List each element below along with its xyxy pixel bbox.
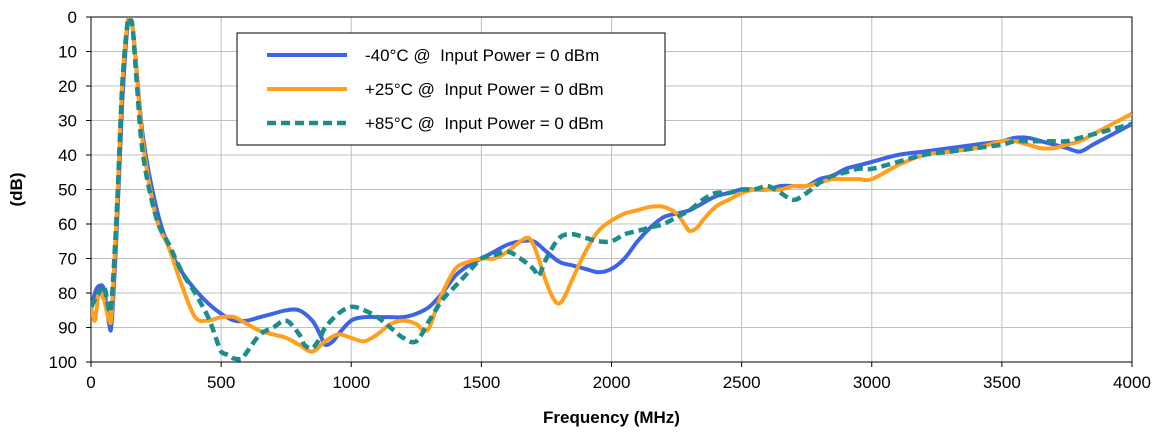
x-tick-label: 3000	[853, 373, 891, 392]
y-tick-label: 70	[58, 250, 77, 269]
y-tick-label: 10	[58, 43, 77, 62]
y-tick-label: 50	[58, 181, 77, 200]
x-tick-label: 1000	[332, 373, 370, 392]
y-tick-label: 100	[49, 353, 77, 372]
legend: -40°C @ Input Power = 0 dBm +25°C @ Input…	[236, 32, 666, 146]
x-tick-label: 0	[86, 373, 95, 392]
series-line-2	[91, 17, 1132, 354]
x-tick-label: 2000	[593, 373, 631, 392]
x-tick-label: 4000	[1113, 373, 1151, 392]
legend-items: -40°C @ Input Power = 0 dBm +25°C @ Input…	[267, 46, 604, 133]
series-lines	[91, 16, 1132, 362]
x-tick-label: 500	[207, 373, 235, 392]
y-tick-label: 40	[58, 146, 77, 165]
y-tick-label: 20	[58, 77, 77, 96]
series-line-3	[91, 16, 1132, 362]
x-tick-label: 2500	[723, 373, 761, 392]
y-tick-label: 90	[58, 319, 77, 338]
y-tick-label: 30	[58, 112, 77, 131]
y-tick-label: 60	[58, 215, 77, 234]
x-axis-ticks: 0 500 1000 1500 2000 2500 3000 3500 4000	[86, 362, 1151, 392]
x-tick-label: 1500	[462, 373, 500, 392]
y-tick-label: 0	[68, 8, 77, 27]
legend-label-2: +25°C @ Input Power = 0 dBm	[365, 80, 604, 99]
y-axis-title: (dB)	[7, 173, 26, 207]
x-axis-title: Frequency (MHz)	[543, 408, 680, 427]
y-tick-label: 80	[58, 284, 77, 303]
legend-label-3: +85°C @ Input Power = 0 dBm	[365, 114, 604, 133]
x-tick-label: 3500	[983, 373, 1021, 392]
y-axis-ticks: 0 10 20 30 40 50 60 70 80 90 100	[49, 8, 91, 372]
legend-label-1: -40°C @ Input Power = 0 dBm	[365, 46, 599, 65]
